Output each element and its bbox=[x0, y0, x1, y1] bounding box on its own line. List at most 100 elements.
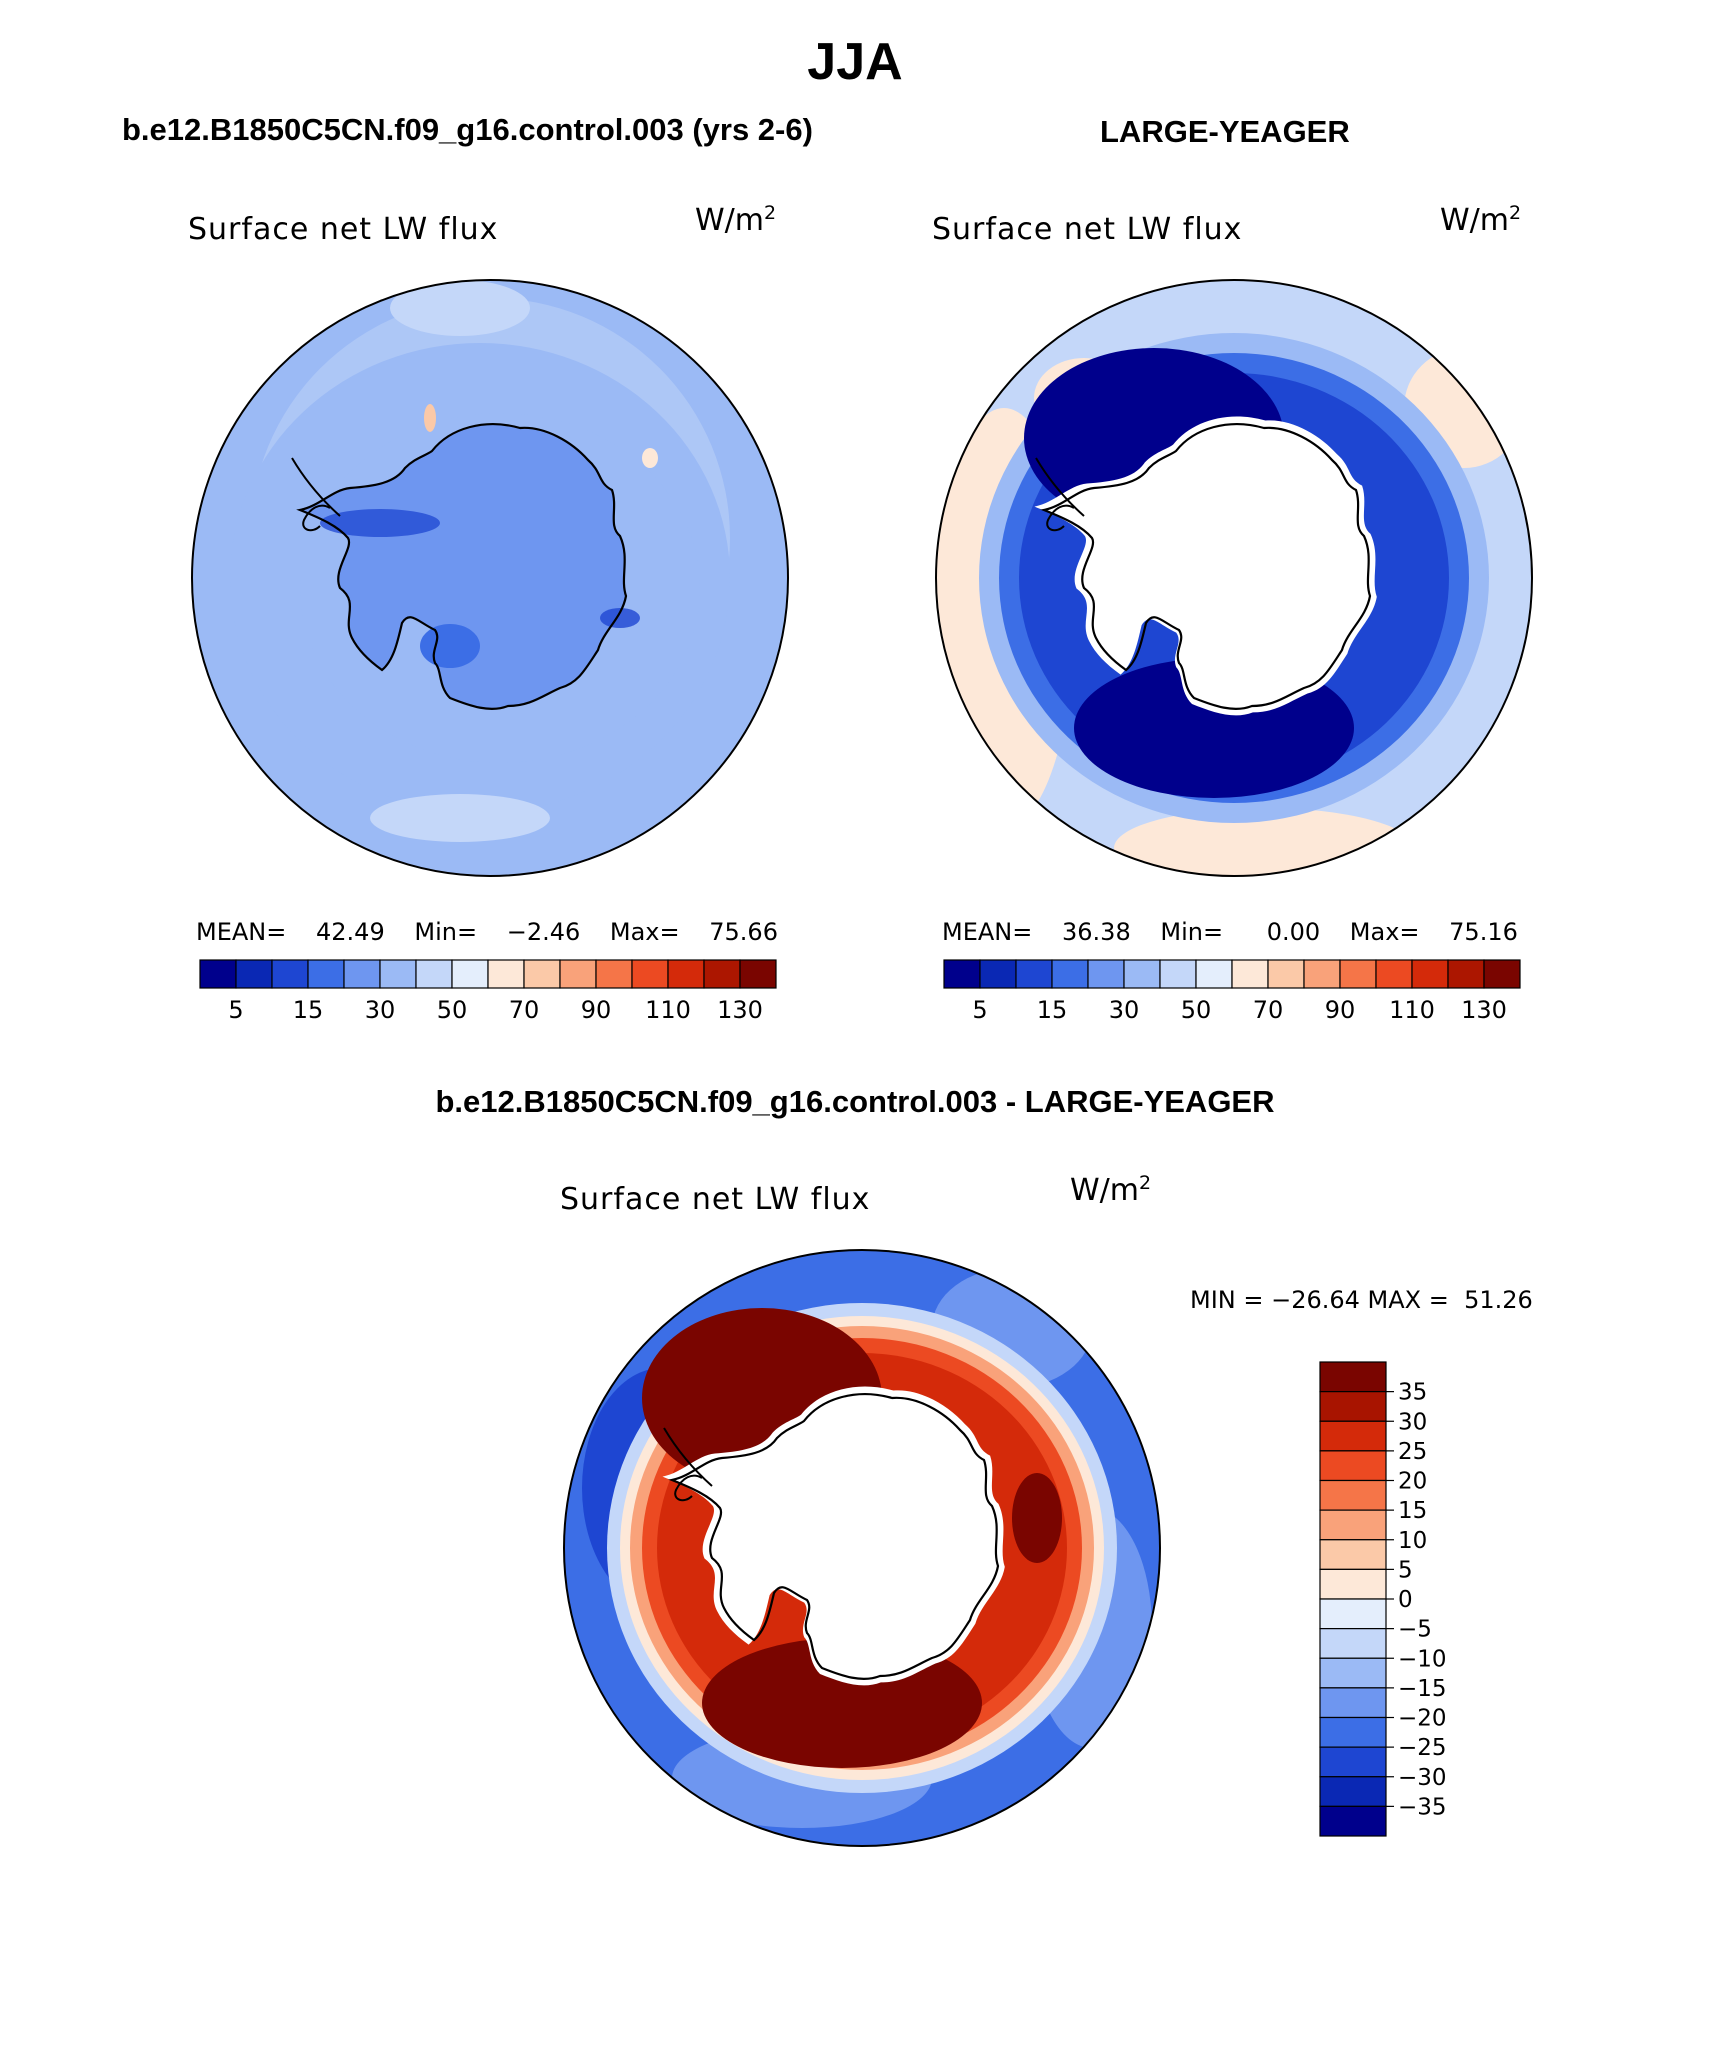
right-min-value: 0.00 bbox=[1266, 918, 1321, 946]
diff-colorbar-box bbox=[1319, 1598, 1387, 1630]
left-light-patch-2 bbox=[370, 794, 550, 842]
diff-colorbar-tick-label: 5 bbox=[1398, 1557, 1413, 1583]
left-max-value: 75.66 bbox=[709, 918, 778, 946]
diff-colorbar-tick-label: −20 bbox=[1398, 1706, 1447, 1732]
right-max-label: Max= bbox=[1349, 918, 1420, 946]
diff-colorbar: 35 30 25 20 15 10 5 0 −5 −10 −15 −20 −25 −30 −35 bbox=[1319, 1361, 1447, 1837]
left-colorbar-box bbox=[703, 959, 741, 989]
diff-colorbar-tick-label: −25 bbox=[1398, 1735, 1447, 1761]
left-colorbar-box bbox=[199, 959, 237, 989]
left-colorbar-box bbox=[595, 959, 633, 989]
diff-colorbar-box bbox=[1319, 1568, 1387, 1600]
diff-units: W/m2 bbox=[1070, 1172, 1151, 1208]
right-colorbar-tick-label: 5 bbox=[972, 996, 987, 1024]
right-colorbar-tick-label: 50 bbox=[1181, 996, 1212, 1024]
diff-colorbar-box bbox=[1319, 1776, 1387, 1807]
diff-colorbar-box bbox=[1319, 1687, 1387, 1719]
diff-colorbar-tick-label: −35 bbox=[1398, 1794, 1447, 1820]
diff-panel-header: b.e12.B1850C5CN.f09_g16.control.003 - LA… bbox=[435, 1084, 1275, 1119]
left-warm-spot bbox=[424, 404, 436, 432]
left-plot-title: Surface net LW flux bbox=[188, 212, 499, 247]
right-colorbar-box bbox=[1303, 959, 1341, 989]
left-colorbar-tick-label: 30 bbox=[365, 996, 396, 1024]
left-dark-streak bbox=[320, 509, 440, 537]
left-units-base: W/m bbox=[695, 203, 764, 238]
right-colorbar-box bbox=[979, 959, 1017, 989]
left-units: W/m2 bbox=[695, 202, 776, 238]
left-colorbar-tick-label: 90 bbox=[581, 996, 612, 1024]
diff-colorbar-tick-label: 30 bbox=[1398, 1409, 1427, 1435]
left-colorbar-tick-label: 110 bbox=[645, 996, 691, 1024]
left-light-patch bbox=[390, 280, 530, 336]
diff-colorbar-box bbox=[1319, 1479, 1387, 1511]
left-colorbar-box bbox=[451, 959, 489, 989]
diff-colorbar-box bbox=[1319, 1716, 1387, 1748]
right-colorbar-box bbox=[1411, 959, 1449, 989]
left-colorbar-tick-label: 5 bbox=[228, 996, 243, 1024]
left-colorbar-box bbox=[379, 959, 417, 989]
left-colorbar-box bbox=[631, 959, 669, 989]
right-colorbar-tick-label: 15 bbox=[1037, 996, 1068, 1024]
figure-title: JJA bbox=[807, 33, 903, 91]
left-map-border bbox=[191, 279, 789, 877]
diff-colorbar-box bbox=[1319, 1628, 1387, 1659]
right-colorbar-tick-label: 110 bbox=[1389, 996, 1435, 1024]
diff-polar-map bbox=[563, 1249, 1161, 1847]
left-min-label: Min= bbox=[414, 918, 478, 946]
diff-colorbar-tick-label: 35 bbox=[1398, 1380, 1427, 1406]
right-mean-value: 36.38 bbox=[1062, 918, 1131, 946]
right-colorbar-box bbox=[1159, 959, 1197, 989]
diff-colorbar-box bbox=[1319, 1420, 1387, 1452]
right-max-value: 75.16 bbox=[1449, 918, 1518, 946]
left-units-exp: 2 bbox=[764, 202, 777, 224]
left-colorbar-box bbox=[667, 959, 705, 989]
right-colorbar-tick-label: 90 bbox=[1325, 996, 1356, 1024]
left-colorbar-box bbox=[307, 959, 345, 989]
right-colorbar-box bbox=[1483, 959, 1521, 989]
diff-colorbar-tick-label: 0 bbox=[1398, 1587, 1413, 1613]
diff-min-max: MIN = −26.64 MAX = 51.26 bbox=[1190, 1286, 1533, 1314]
diff-colorbar-tick-label: −10 bbox=[1398, 1646, 1447, 1672]
diff-map-border bbox=[563, 1249, 1161, 1847]
right-colorbar-tick-label: 30 bbox=[1109, 996, 1140, 1024]
left-colorbar-tick-label: 70 bbox=[509, 996, 540, 1024]
left-colorbar-tick-label: 50 bbox=[437, 996, 468, 1024]
left-colorbar-tick-label: 15 bbox=[293, 996, 324, 1024]
right-polar-map bbox=[935, 279, 1533, 877]
right-plot-title: Surface net LW flux bbox=[932, 212, 1243, 247]
right-units: W/m2 bbox=[1440, 202, 1521, 238]
diff-colorbar-box bbox=[1319, 1805, 1387, 1837]
right-units-base: W/m bbox=[1440, 203, 1509, 238]
left-colorbar-box bbox=[739, 959, 777, 989]
right-units-exp: 2 bbox=[1509, 202, 1522, 224]
right-mean-label: MEAN= bbox=[942, 918, 1033, 946]
right-colorbar-box bbox=[1195, 959, 1233, 989]
diff-colorbar-box bbox=[1319, 1391, 1387, 1422]
diff-colorbar-box bbox=[1319, 1657, 1387, 1689]
left-colorbar-box bbox=[343, 959, 381, 989]
left-warm-spot-2 bbox=[642, 448, 658, 468]
left-colorbar-box bbox=[523, 959, 561, 989]
right-colorbar: 5 15 30 50 70 90 110 130 bbox=[943, 959, 1521, 1024]
right-colorbar-tick-label: 70 bbox=[1253, 996, 1284, 1024]
left-mean-value: 42.49 bbox=[316, 918, 385, 946]
left-dark-spot bbox=[600, 608, 640, 628]
right-colorbar-box bbox=[1375, 959, 1413, 989]
diff-colorbar-box bbox=[1319, 1539, 1387, 1570]
right-panel-header: LARGE-YEAGER bbox=[1100, 114, 1350, 149]
left-colorbar-box bbox=[559, 959, 597, 989]
left-colorbar: 5 15 30 50 70 90 110 130 bbox=[199, 959, 777, 1024]
diff-colorbar-tick-label: −15 bbox=[1398, 1676, 1447, 1702]
right-colorbar-box bbox=[1339, 959, 1377, 989]
left-max-label: Max= bbox=[609, 918, 680, 946]
right-colorbar-box bbox=[943, 959, 981, 989]
diff-colorbar-tick-label: 25 bbox=[1398, 1439, 1427, 1465]
left-colorbar-box bbox=[487, 959, 525, 989]
left-mean-label: MEAN= bbox=[196, 918, 287, 946]
right-min-label: Min= bbox=[1160, 918, 1224, 946]
right-colorbar-box bbox=[1267, 959, 1305, 989]
diff-units-base: W/m bbox=[1070, 1173, 1139, 1208]
diff-colorbar-box bbox=[1319, 1450, 1387, 1482]
left-colorbar-box bbox=[271, 959, 309, 989]
left-dark-spot-2 bbox=[420, 624, 480, 668]
